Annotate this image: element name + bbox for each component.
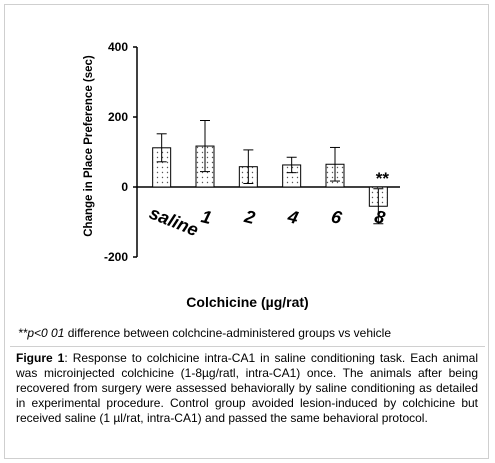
figure-frame [4,4,489,459]
x-tick-label: saline [147,203,202,241]
footnote: **p<0 01 difference between colchcine-ad… [18,326,391,340]
caption-text: : Response to colchicine intra-CA1 in sa… [16,351,478,425]
divider [10,346,485,347]
footnote-mark: **p<0 01 [18,326,65,340]
significance-marker: ** [376,169,390,188]
x-tick-label: 1 [199,206,214,228]
x-tick-label: 8 [373,206,388,228]
y-tick-label: 0 [121,180,128,194]
y-tick-label: 200 [108,110,128,124]
x-tick-label: 4 [285,206,301,228]
y-tick-label: -200 [104,250,128,264]
x-axis-label: Colchicine (µg/rat) [186,294,309,310]
y-axis-label: Change in Place Preference (sec) [83,55,95,237]
x-tick-label: 2 [242,206,258,228]
x-tick-label: 6 [329,206,345,228]
y-tick-label: 400 [108,40,128,54]
footnote-text: difference between colchcine-administere… [64,326,392,340]
figure-caption: Figure 1: Response to colchicine intra-C… [16,351,478,426]
caption-label: Figure 1 [16,351,65,365]
